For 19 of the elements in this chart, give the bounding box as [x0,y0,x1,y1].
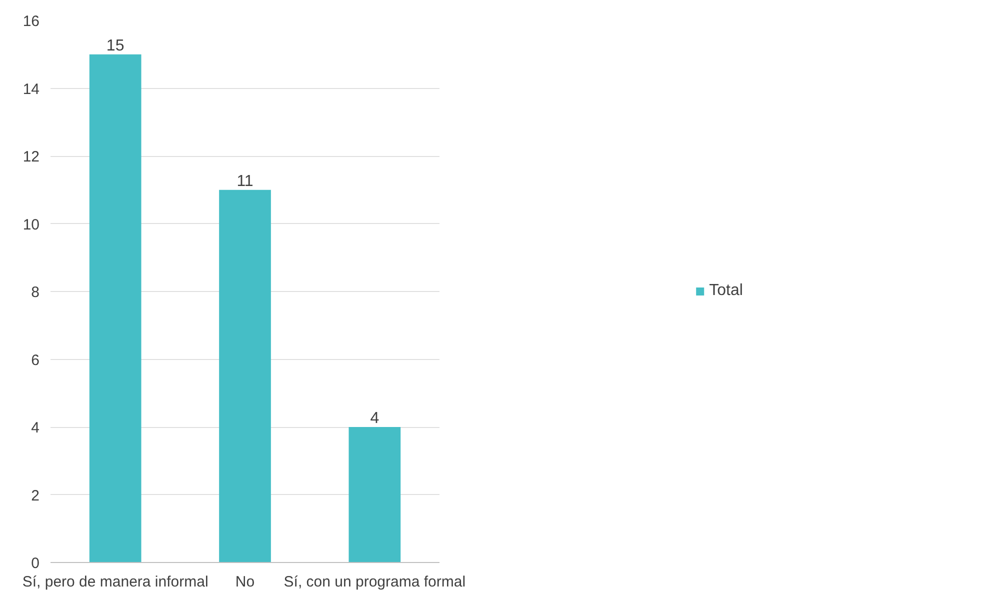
y-tick-label: 10 [22,216,40,234]
y-tick-label: 6 [31,352,40,369]
data-label: 11 [236,172,254,190]
x-tick-label: No [235,574,255,590]
y-tick-label: 4 [31,420,40,436]
bar [89,54,142,562]
data-label: 15 [106,37,124,54]
data-label: 4 [370,410,380,427]
bar [348,427,401,562]
y-tick-label: 14 [22,80,40,98]
y-tick-label: 0 [31,555,40,572]
bar [219,190,271,562]
y-tick-label: 16 [22,13,40,30]
y-tick-label: 12 [22,148,40,166]
x-tick-label: Sí, pero de manera informal [22,574,208,590]
x-tick-label: Sí, con un programa formal [284,574,466,590]
y-tick-label: 2 [31,487,40,504]
y-tick-label: 8 [31,284,40,301]
legend-label: Total [709,282,743,300]
